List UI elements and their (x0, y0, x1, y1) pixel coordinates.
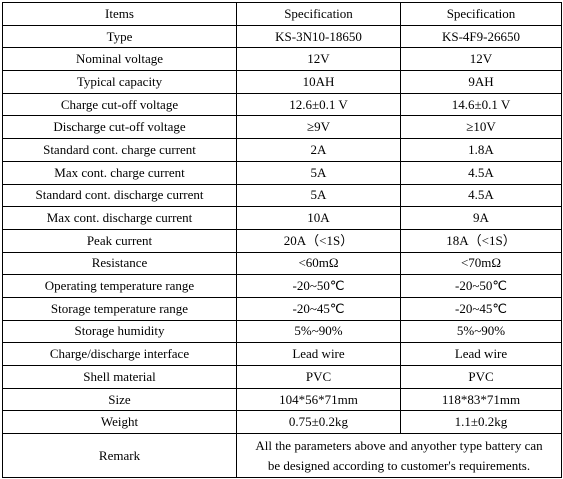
spec-cell: 12V (400, 47, 562, 72)
spec-cell: 18A（<1S） (400, 228, 562, 253)
spec-cell: KS-3N10-18650 (236, 24, 401, 49)
item-cell: Storage humidity (2, 319, 237, 344)
spec-cell: 5%~90% (236, 319, 401, 344)
header-cell: Items (2, 2, 237, 26)
item-cell: Peak current (2, 228, 237, 253)
item-cell: Storage temperature range (2, 296, 237, 321)
row: Storage humidity 5%~90% 5%~90% (2, 319, 562, 344)
item-cell: Nominal voltage (2, 47, 237, 72)
item-cell: Charge cut-off voltage (2, 92, 237, 117)
row: Resistance <60mΩ <70mΩ (2, 251, 562, 276)
row: Weight 0.75±0.2kg 1.1±0.2kg (2, 410, 562, 435)
row: Typical capacity 10AH 9AH (2, 70, 562, 94)
spec-cell: ≥10V (400, 115, 562, 140)
spec-cell: 1.1±0.2kg (400, 410, 562, 435)
spec-cell: 9AH (400, 70, 562, 94)
item-cell: Charge/discharge interface (2, 342, 237, 366)
item-cell: Resistance (2, 251, 237, 276)
item-cell: Type (2, 24, 237, 49)
row: Nominal voltage 12V 12V (2, 47, 562, 72)
remark-text: All the parameters above and anyother ty… (236, 433, 562, 479)
spec-cell: 20A（<1S） (236, 228, 401, 253)
item-cell: Discharge cut-off voltage (2, 115, 237, 140)
spec-cell: 5%~90% (400, 319, 562, 344)
spec-cell: 1.8A (400, 138, 562, 162)
row: Standard cont. discharge current 5A 4.5A (2, 183, 562, 208)
row: Max cont. charge current 5A 4.5A (2, 160, 562, 185)
spec-cell: -20~50℃ (236, 274, 401, 298)
spec-cell: PVC (400, 365, 562, 389)
spec-cell: 5A (236, 160, 401, 185)
row: Storage temperature range -20~45℃ -20~45℃ (2, 296, 562, 321)
item-cell: Weight (2, 410, 237, 435)
item-cell: Standard cont. charge current (2, 138, 237, 162)
spec-cell: 4.5A (400, 183, 562, 208)
spec-cell: 104*56*71mm (236, 387, 401, 412)
row: Max cont. discharge current 10A 9A (2, 206, 562, 230)
row: Charge/discharge interface Lead wire Lead … (2, 342, 562, 366)
spec-cell: 9A (400, 206, 562, 230)
row: Charge cut-off voltage 12.6±0.1 V 14.6±0.1… (2, 92, 562, 117)
header-cell: Specification (400, 2, 562, 26)
spec-cell: 10A (236, 206, 401, 230)
spec-cell: 4.5A (400, 160, 562, 185)
remark-line: All the parameters above and anyother ty… (255, 437, 543, 453)
spec-cell: ≥9V (236, 115, 401, 140)
item-cell: Operating temperature range (2, 274, 237, 298)
remark-label: Remark (2, 433, 237, 479)
spec-cell: 5A (236, 183, 401, 208)
spec-cell: 12V (236, 47, 401, 72)
spec-cell: -20~50℃ (400, 274, 562, 298)
item-cell: Max cont. charge current (2, 160, 237, 185)
spec-cell: -20~45℃ (400, 296, 562, 321)
item-cell: Standard cont. discharge current (2, 183, 237, 208)
row: Discharge cut-off voltage ≥9V ≥10V (2, 115, 562, 140)
row: Shell material PVC PVC (2, 365, 562, 389)
item-cell: Typical capacity (2, 70, 237, 94)
row: Size 104*56*71mm 118*83*71mm (2, 387, 562, 412)
spec-cell: PVC (236, 365, 401, 389)
spec-cell: <70mΩ (400, 251, 562, 276)
spec-cell: 0.75±0.2kg (236, 410, 401, 435)
spec-cell: 118*83*71mm (400, 387, 562, 412)
spec-cell: <60mΩ (236, 251, 401, 276)
row: Peak current 20A（<1S） 18A（<1S） (2, 228, 562, 253)
header-row: Items Specification Specification (2, 2, 562, 26)
spec-cell: 10AH (236, 70, 401, 94)
spec-cell: 14.6±0.1 V (400, 92, 562, 117)
remark-row: Remark All the parameters above and anyot… (2, 433, 562, 479)
spec-cell: 2A (236, 138, 401, 162)
spec-cell: KS-4F9-26650 (400, 24, 562, 49)
row: Standard cont. charge current 2A 1.8A (2, 138, 562, 162)
spec-cell: -20~45℃ (236, 296, 401, 321)
spec-cell: 12.6±0.1 V (236, 92, 401, 117)
remark-line: be designed according to customer's requ… (267, 457, 531, 473)
row: Type KS-3N10-18650 KS-4F9-26650 (2, 24, 562, 49)
item-cell: Size (2, 387, 237, 412)
row: Operating temperature range -20~50℃ -20~50… (2, 274, 562, 298)
spec-cell: Lead wire (236, 342, 401, 366)
item-cell: Max cont. discharge current (2, 206, 237, 230)
header-cell: Specification (236, 2, 401, 26)
item-cell: Shell material (2, 365, 237, 389)
spec-cell: Lead wire (400, 342, 562, 366)
